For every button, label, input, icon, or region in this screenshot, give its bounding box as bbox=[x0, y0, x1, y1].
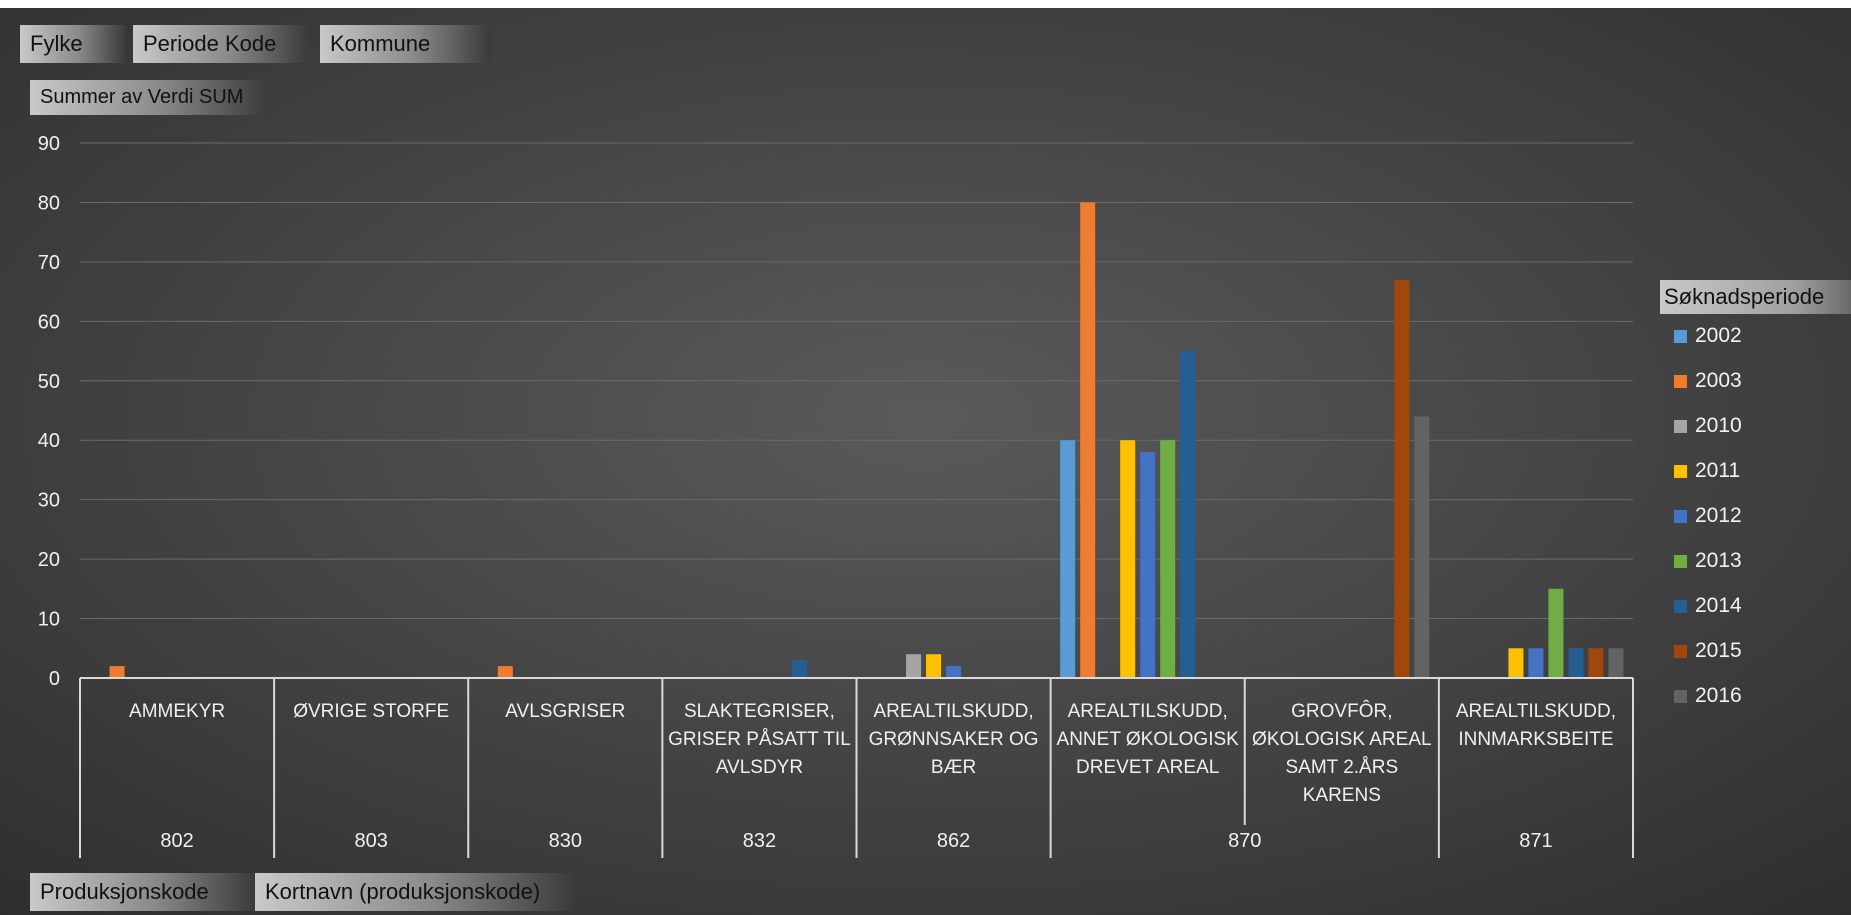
bar-2012[interactable] bbox=[946, 666, 962, 678]
legend-swatch bbox=[1674, 690, 1687, 703]
filter-button-periode-kode[interactable]: Periode Kode bbox=[133, 25, 308, 63]
legend: Søknadsperiode 2002 2003 2010 2011 2012 2013 2… bbox=[1660, 280, 1851, 720]
y-tick-label: 70 bbox=[38, 252, 60, 274]
bar-2013[interactable] bbox=[1160, 440, 1176, 678]
bar-2010[interactable] bbox=[906, 654, 922, 678]
gridlines bbox=[80, 142, 1633, 620]
bar-2012[interactable] bbox=[1528, 648, 1544, 678]
category-label: AREALTILSKUDD, ANNET ØKOLOGISK DREVET AR… bbox=[1056, 701, 1239, 778]
bar-2015[interactable] bbox=[1588, 648, 1604, 678]
legend-swatch bbox=[1674, 510, 1687, 523]
category-label: AREALTILSKUDD, GRØNNSAKER OG BÆR bbox=[868, 701, 1039, 778]
axis-field-button-produksjonskode[interactable]: Produksjonskode bbox=[30, 873, 256, 911]
group-code-label: 871 bbox=[1519, 830, 1553, 852]
y-tick-label: 80 bbox=[38, 192, 60, 214]
bar-2013[interactable] bbox=[1548, 588, 1564, 678]
legend-swatch bbox=[1674, 330, 1687, 343]
bar-2003[interactable] bbox=[109, 666, 125, 678]
bar-2012[interactable] bbox=[1140, 452, 1156, 678]
group-code-label: 870 bbox=[1228, 830, 1262, 852]
legend-item-label[interactable]: 2013 bbox=[1695, 549, 1742, 572]
legend-swatch bbox=[1674, 420, 1687, 433]
category-axis bbox=[79, 677, 1634, 858]
bar-2015[interactable] bbox=[1394, 279, 1410, 678]
y-tick-label: 60 bbox=[38, 311, 60, 333]
bar-2002[interactable] bbox=[1060, 440, 1076, 678]
y-tick-label: 50 bbox=[38, 371, 60, 393]
y-tick-label: 30 bbox=[38, 490, 60, 512]
y-tick-label: 0 bbox=[49, 668, 60, 690]
legend-item-label[interactable]: 2012 bbox=[1695, 504, 1742, 527]
category-label: ØVRIGE STORFE bbox=[293, 701, 450, 722]
value-field-button[interactable]: Summer av Verdi SUM bbox=[30, 80, 268, 115]
group-code-label: 862 bbox=[936, 830, 971, 852]
group-code-label: 803 bbox=[354, 830, 388, 852]
bar-2016[interactable] bbox=[1608, 648, 1624, 678]
category-label: AMMEKYR bbox=[129, 701, 226, 722]
legend-swatch bbox=[1674, 375, 1687, 388]
legend-swatch bbox=[1674, 645, 1687, 658]
bar-2014[interactable] bbox=[1568, 648, 1584, 678]
filter-button-kommune[interactable]: Kommune bbox=[320, 25, 491, 63]
legend-item-label[interactable]: 2003 bbox=[1695, 369, 1742, 392]
category-label: GROVFÔR, ØKOLOGISK AREAL SAMT 2.ÅRS KARE… bbox=[1252, 701, 1432, 806]
category-label: AVLSGRISER bbox=[505, 701, 626, 722]
category-label: AREALTILSKUDD, INNMARKSBEITE bbox=[1455, 701, 1616, 750]
y-tick-label: 10 bbox=[38, 609, 60, 631]
bar-2014[interactable] bbox=[791, 660, 807, 678]
bar-2011[interactable] bbox=[1508, 648, 1524, 678]
group-code-label: 830 bbox=[548, 830, 582, 852]
bar-2016[interactable] bbox=[1414, 416, 1430, 678]
bar-2014[interactable] bbox=[1180, 351, 1196, 678]
legend-item-label[interactable]: 2014 bbox=[1695, 594, 1742, 617]
bar-2011[interactable] bbox=[1120, 440, 1136, 678]
y-tick-label: 40 bbox=[38, 430, 60, 452]
y-axis-ticks: 0 10 20 30 40 50 60 70 80 90 bbox=[38, 133, 60, 690]
legend-swatch bbox=[1674, 465, 1687, 478]
legend-swatch bbox=[1674, 600, 1687, 613]
legend-swatch bbox=[1674, 555, 1687, 568]
legend-item-label[interactable]: 2010 bbox=[1695, 414, 1742, 437]
filter-button-fylke[interactable]: Fylke bbox=[20, 25, 126, 63]
bar-2003[interactable] bbox=[1080, 202, 1096, 678]
bar-2003[interactable] bbox=[497, 666, 513, 678]
chart-background bbox=[0, 8, 1851, 915]
axis-field-button-kortnavn[interactable]: Kortnavn (produksjonskode) bbox=[255, 873, 575, 911]
legend-item-label[interactable]: 2002 bbox=[1695, 324, 1742, 347]
legend-item-label[interactable]: 2011 bbox=[1695, 459, 1741, 482]
legend-title: Søknadsperiode bbox=[1660, 280, 1851, 314]
bars bbox=[109, 202, 1624, 678]
legend-item-label[interactable]: 2015 bbox=[1695, 639, 1742, 662]
group-code-label: 802 bbox=[160, 830, 194, 852]
bar-2011[interactable] bbox=[926, 654, 942, 678]
y-tick-label: 90 bbox=[38, 133, 60, 155]
y-tick-label: 20 bbox=[38, 549, 60, 571]
legend-item-label[interactable]: 2016 bbox=[1695, 684, 1742, 707]
category-label: SLAKTEGRISER, GRISER PÅSATT TIL AVLSDYR bbox=[668, 701, 851, 778]
group-code-label: 832 bbox=[742, 830, 777, 852]
